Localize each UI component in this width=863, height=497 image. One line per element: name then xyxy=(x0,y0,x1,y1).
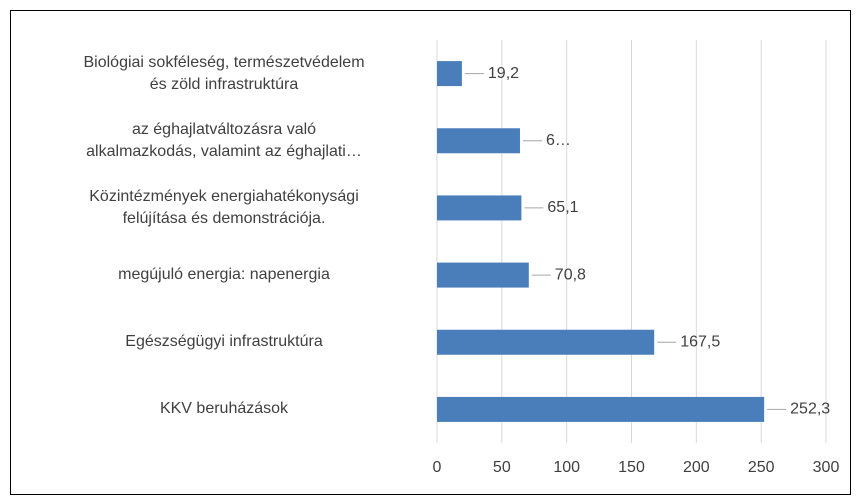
x-tick-label: 300 xyxy=(813,459,840,476)
category-label-line: Biológiai sokféleség, természetvédelem xyxy=(83,53,365,71)
category-label: KKV beruházások xyxy=(19,398,429,420)
value-label: 167,5 xyxy=(680,333,720,350)
bar xyxy=(437,195,522,221)
value-label: 70,8 xyxy=(555,266,586,283)
bar xyxy=(437,396,765,422)
bar xyxy=(437,262,529,288)
category-label: Közintézmények energiahatékonysági felújí… xyxy=(19,186,429,230)
value-label: 19,2 xyxy=(488,65,519,82)
category-label-line: KKV beruházások xyxy=(159,400,289,418)
category-label-line: és zöld infrastruktúra xyxy=(149,75,299,93)
category-label-line: felújítása és demonstrációja. xyxy=(122,209,326,227)
value-label: 252,3 xyxy=(790,401,830,418)
category-label: megújuló energia: napenergia xyxy=(19,264,429,286)
category-label-line: megújuló energia: napenergia xyxy=(118,266,330,284)
x-tick-label: 0 xyxy=(433,459,442,476)
value-label: 6… xyxy=(546,132,571,149)
x-tick-label: 100 xyxy=(553,459,580,476)
x-tick-label: 150 xyxy=(618,459,645,476)
category-label: Egészségügyi infrastruktúra xyxy=(19,331,429,353)
category-label: az éghajlatváltozásra való alkalmazkodás,… xyxy=(19,119,429,163)
x-tick-label: 50 xyxy=(493,459,511,476)
x-tick-label: 200 xyxy=(683,459,710,476)
category-label-line: Közintézmények energiahatékonysági xyxy=(89,187,359,205)
bar xyxy=(437,329,655,355)
category-label-line: Egészségügyi infrastruktúra xyxy=(125,333,323,351)
category-label: Biológiai sokféleség, természetvédelem és… xyxy=(19,52,429,96)
chart-frame xyxy=(10,10,851,495)
value-label: 65,1 xyxy=(547,199,578,216)
x-tick-label: 250 xyxy=(748,459,775,476)
category-label-line: az éghajlatváltozásra való xyxy=(131,120,317,138)
bar xyxy=(437,61,462,87)
category-label-line: alkalmazkodás, valamint az éghajlati… xyxy=(86,142,362,160)
bar xyxy=(437,128,520,154)
